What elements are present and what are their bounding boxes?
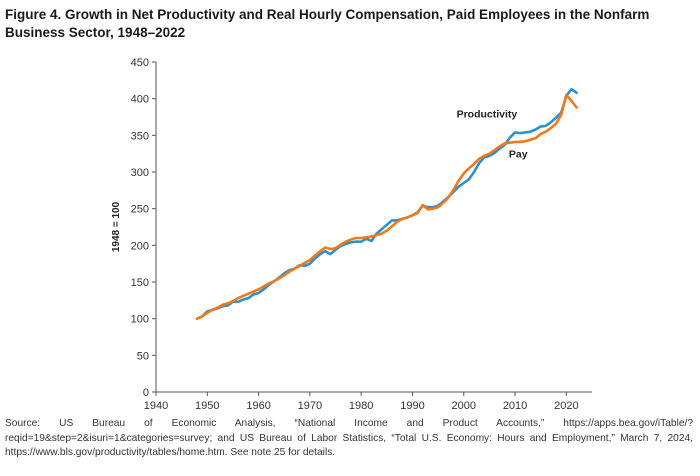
y-tick-label: 150 xyxy=(131,277,149,289)
x-tick-label: 1960 xyxy=(246,400,270,412)
line-chart: 0 50 100 150 200 250 300 350 400 450 1940 1950 1960… xyxy=(111,57,592,412)
y-tick-label: 450 xyxy=(131,57,149,69)
x-tick-label: 2020 xyxy=(554,400,578,412)
series-label-productivity: Productivity xyxy=(457,109,518,121)
y-tick-labels: 0 50 100 150 200 250 300 350 400 450 xyxy=(131,57,156,399)
x-tick-label: 1980 xyxy=(349,400,373,412)
series-annotations: Productivity Pay xyxy=(457,109,528,161)
series-lines xyxy=(195,87,578,320)
x-tick-labels: 1940 1950 1960 1970 1980 1990 2000 2010 2020 xyxy=(144,392,579,412)
x-tick-label: 1950 xyxy=(195,400,219,412)
x-tick-label: 1990 xyxy=(400,400,424,412)
y-tick-label: 200 xyxy=(131,240,149,252)
series-line-productivity xyxy=(195,87,578,320)
series-label-pay: Pay xyxy=(509,148,528,160)
series-line-pay xyxy=(195,93,578,320)
y-tick-label: 350 xyxy=(131,130,149,142)
chart-title: Figure 4. Growth in Net Productivity and… xyxy=(5,7,650,40)
y-tick-label: 300 xyxy=(131,167,149,179)
y-tick-label: 250 xyxy=(131,204,149,216)
y-tick-label: 100 xyxy=(131,314,149,326)
y-tick-label: 0 xyxy=(143,387,149,399)
y-tick-label: 400 xyxy=(131,94,149,106)
x-tick-label: 1940 xyxy=(144,400,168,412)
x-tick-label: 1970 xyxy=(298,400,322,412)
x-tick-label: 2000 xyxy=(452,400,476,412)
x-tick-label: 2010 xyxy=(503,400,527,412)
y-axis-title: 1948 = 100 xyxy=(111,201,122,252)
y-tick-label: 50 xyxy=(137,350,149,362)
source-note: Source: US Bureau of Economic Analysis, … xyxy=(5,418,693,458)
